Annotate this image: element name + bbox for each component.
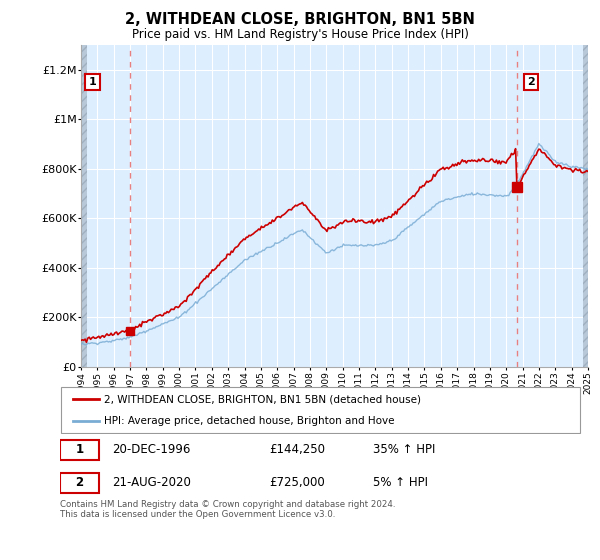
Text: 1: 1 [76,443,83,456]
Text: 35% ↑ HPI: 35% ↑ HPI [373,443,436,456]
Text: Contains HM Land Registry data © Crown copyright and database right 2024.
This d: Contains HM Land Registry data © Crown c… [60,500,395,519]
Text: £725,000: £725,000 [269,476,325,489]
Text: 21-AUG-2020: 21-AUG-2020 [112,476,191,489]
Text: 1: 1 [89,77,97,87]
FancyBboxPatch shape [60,440,99,460]
Text: 2, WITHDEAN CLOSE, BRIGHTON, BN1 5BN: 2, WITHDEAN CLOSE, BRIGHTON, BN1 5BN [125,12,475,27]
FancyBboxPatch shape [60,473,99,493]
Text: 5% ↑ HPI: 5% ↑ HPI [373,476,428,489]
Text: HPI: Average price, detached house, Brighton and Hove: HPI: Average price, detached house, Brig… [104,416,395,426]
FancyBboxPatch shape [61,388,580,433]
Text: Price paid vs. HM Land Registry's House Price Index (HPI): Price paid vs. HM Land Registry's House … [131,28,469,41]
Text: 2: 2 [527,77,535,87]
Text: 20-DEC-1996: 20-DEC-1996 [112,443,191,456]
Text: 2: 2 [76,476,83,489]
Text: £144,250: £144,250 [269,443,325,456]
Text: 2, WITHDEAN CLOSE, BRIGHTON, BN1 5BN (detached house): 2, WITHDEAN CLOSE, BRIGHTON, BN1 5BN (de… [104,394,421,404]
